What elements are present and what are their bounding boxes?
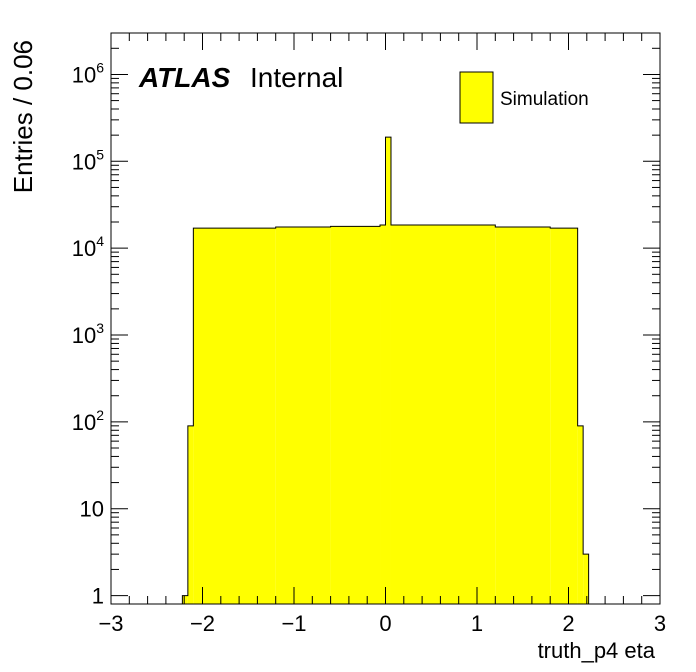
histogram-bar bbox=[385, 137, 391, 605]
histogram-bar bbox=[390, 224, 496, 604]
legend: Simulation bbox=[459, 71, 589, 124]
x-tick-label: 1 bbox=[471, 611, 483, 636]
x-tick-label: −2 bbox=[190, 611, 215, 636]
atlas-sub-label: Internal bbox=[250, 62, 343, 93]
y-tick-label: 102 bbox=[72, 407, 104, 435]
histogram-bar bbox=[330, 226, 381, 605]
histogram-bar bbox=[577, 425, 584, 604]
y-tick-label: 1 bbox=[92, 584, 104, 609]
histogram-bar bbox=[550, 228, 578, 604]
histogram-outline bbox=[181, 136, 590, 604]
y-tick-label: 106 bbox=[72, 59, 104, 87]
x-axis-title: truth_p4 eta bbox=[538, 638, 656, 663]
x-tick-label: −1 bbox=[281, 611, 306, 636]
legend-swatch bbox=[459, 71, 494, 124]
axis-ticks bbox=[110, 32, 661, 604]
y-tick-label: 104 bbox=[72, 233, 104, 261]
y-tick-label: 10 bbox=[80, 497, 104, 522]
x-tick-label: 0 bbox=[379, 611, 391, 636]
tick-labels: −3 −2 −1 0 1 2 3 1 10 102 103 104 105 106 bbox=[72, 59, 666, 636]
histogram-bar bbox=[380, 224, 386, 604]
y-tick-label: 103 bbox=[72, 320, 104, 348]
histogram-bars bbox=[181, 136, 590, 605]
histogram-bar bbox=[495, 227, 551, 605]
histogram-bar bbox=[583, 554, 589, 604]
x-tick-label: −3 bbox=[98, 611, 123, 636]
legend-label: Simulation bbox=[500, 89, 589, 110]
y-axis-title: Entries / 0.06 bbox=[8, 40, 38, 193]
y-tick-label: 105 bbox=[72, 146, 104, 174]
histogram-bar bbox=[193, 228, 276, 604]
histogram-bar bbox=[275, 227, 331, 605]
x-tick-label: 2 bbox=[562, 611, 574, 636]
histogram-bar bbox=[182, 595, 188, 604]
x-tick-label: 3 bbox=[654, 611, 666, 636]
histogram-bar bbox=[187, 425, 194, 604]
atlas-label: ATLAS bbox=[138, 62, 231, 93]
